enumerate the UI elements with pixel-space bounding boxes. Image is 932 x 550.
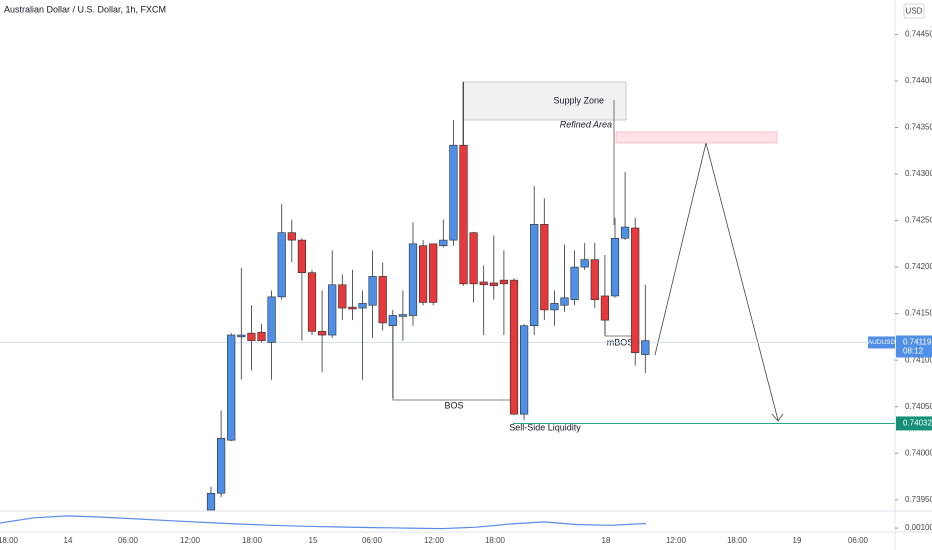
x-tick-label: 18:00 — [485, 536, 506, 545]
x-tick-label: 06:00 — [118, 536, 139, 545]
y-tick-label: 0.74300 — [905, 169, 932, 178]
supply-zone-box — [462, 81, 627, 121]
candle-body — [257, 331, 266, 341]
chart-title: Australian Dollar / U.S. Dollar, 1h, FXC… — [4, 4, 166, 14]
y-tick-label: 0.74050 — [905, 402, 932, 411]
projection-path — [654, 142, 779, 421]
candle-body — [540, 223, 549, 311]
candle-body — [206, 492, 216, 511]
candle-body — [459, 144, 468, 285]
y-tick-label: 0.74150 — [905, 309, 932, 318]
y-tick-label: 0.74200 — [905, 262, 932, 271]
y-tick-label: 0.74000 — [905, 448, 932, 457]
candle-body — [620, 226, 630, 239]
x-tick-label: 19 — [793, 536, 802, 545]
liquidity-tag-label: 0.74032 — [903, 419, 932, 428]
candle-body — [631, 227, 640, 354]
x-tick-label: 12:00 — [666, 536, 687, 545]
symbol-tag-label: AUDUSD — [868, 339, 896, 346]
candle-body — [237, 334, 246, 338]
y-tick-label: 0.74100 — [905, 355, 932, 364]
candle-body — [489, 282, 498, 287]
x-tick-label: 15 — [309, 536, 318, 545]
currency-button[interactable] — [903, 3, 925, 19]
candle-body — [217, 438, 226, 494]
candle-body — [307, 272, 317, 332]
candle-body — [550, 303, 559, 311]
candle-body — [328, 284, 337, 336]
x-tick-label: 06:00 — [848, 536, 869, 545]
currency-label: USD — [906, 7, 923, 16]
y-tick-label: 0.74400 — [905, 76, 932, 85]
candle-body — [368, 276, 377, 306]
y-tick-label: 0.74250 — [905, 216, 932, 225]
candle-body — [348, 306, 357, 310]
price-tag-label: 0.74119 — [903, 338, 932, 347]
candle-body — [287, 232, 296, 241]
candle-body — [590, 259, 599, 300]
x-tick-label: 06:00 — [362, 536, 383, 545]
y-tick-label: 0.74450 — [905, 30, 932, 39]
candle-body — [317, 331, 327, 336]
x-tick-label: 18 — [602, 536, 611, 545]
candle-body — [338, 284, 347, 309]
indicator-line — [0, 515, 647, 530]
candle-body — [267, 296, 276, 343]
candle-body — [641, 340, 650, 355]
y-tick-label: 0.74350 — [905, 123, 932, 132]
candle-body — [277, 232, 286, 298]
candle-body — [610, 237, 620, 297]
projection-arrowhead — [771, 413, 784, 422]
y-tick-label: 0.73950 — [905, 495, 932, 504]
annotation: BOS — [444, 400, 463, 410]
refined-area-box — [615, 131, 778, 144]
candle-body — [388, 315, 397, 327]
price-tag — [896, 335, 932, 358]
indicator-tick-label: 0.00100 — [905, 523, 932, 532]
symbol-tag — [868, 336, 895, 349]
candle-body — [378, 276, 387, 324]
candle-body — [499, 279, 509, 285]
candle-body — [530, 223, 539, 327]
candle-body — [439, 239, 448, 246]
x-tick-label: 18:00 — [242, 536, 263, 545]
liquidity-tag — [896, 416, 932, 431]
candle-body — [398, 314, 408, 317]
candle-body — [570, 266, 579, 300]
x-tick-label: 18:00 — [727, 536, 748, 545]
annotation: Refined Area — [560, 119, 612, 129]
candle-body — [600, 295, 609, 321]
x-tick-label: 18:00 — [0, 536, 19, 545]
candle-body — [479, 281, 488, 286]
candle-body — [519, 325, 529, 415]
x-tick-label: 12:00 — [180, 536, 201, 545]
candle-body — [469, 232, 478, 285]
x-tick-label: 12:00 — [424, 536, 445, 545]
annotation: Sell-Side Liquidity — [509, 422, 581, 432]
candle-body — [429, 243, 438, 303]
candle-body — [580, 259, 589, 268]
countdown-label: 08:12 — [903, 347, 924, 356]
candle-body — [408, 243, 418, 316]
candle-body — [418, 245, 428, 303]
candle-body — [358, 303, 367, 309]
candle-body — [247, 332, 256, 341]
candle-body — [449, 144, 458, 241]
candle-body — [509, 279, 519, 415]
x-tick-label: 14 — [64, 536, 73, 545]
annotation: Supply Zone — [553, 95, 604, 105]
candle-body — [297, 239, 307, 273]
candle-body — [560, 297, 569, 306]
candle-body — [227, 334, 236, 441]
